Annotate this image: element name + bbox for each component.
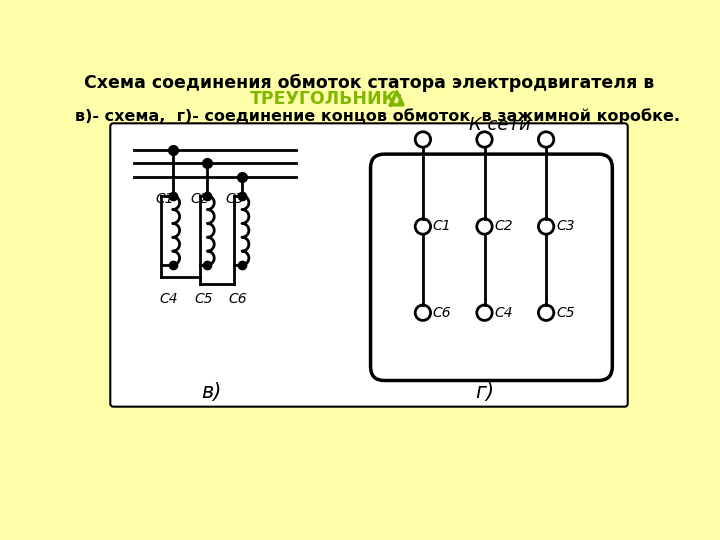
Text: С5: С5 [556,306,575,320]
Text: в)- схема,  г)- соединение концов обмоток  в зажимной коробке.: в)- схема, г)- соединение концов обмоток… [58,109,680,124]
Text: С4: С4 [160,292,178,306]
Text: С6: С6 [433,306,451,320]
FancyBboxPatch shape [371,154,612,381]
Text: С6: С6 [229,292,248,306]
Text: С2: С2 [495,219,513,233]
Text: С4: С4 [495,306,513,320]
Text: г): г) [475,382,494,402]
Text: С1: С1 [433,219,451,233]
FancyBboxPatch shape [110,123,628,407]
Text: С2: С2 [190,192,209,206]
Text: С3: С3 [556,219,575,233]
Text: К сети: К сети [469,116,531,134]
Text: С1: С1 [156,192,174,206]
Text: в): в) [201,382,221,402]
Text: С5: С5 [194,292,213,306]
Text: Схема соединения обмоток статора электродвигателя в: Схема соединения обмоток статора электро… [84,74,654,92]
Text: ТРЕУГОЛЬНИК:: ТРЕУГОЛЬНИК: [250,90,404,107]
Text: С3: С3 [225,192,243,206]
